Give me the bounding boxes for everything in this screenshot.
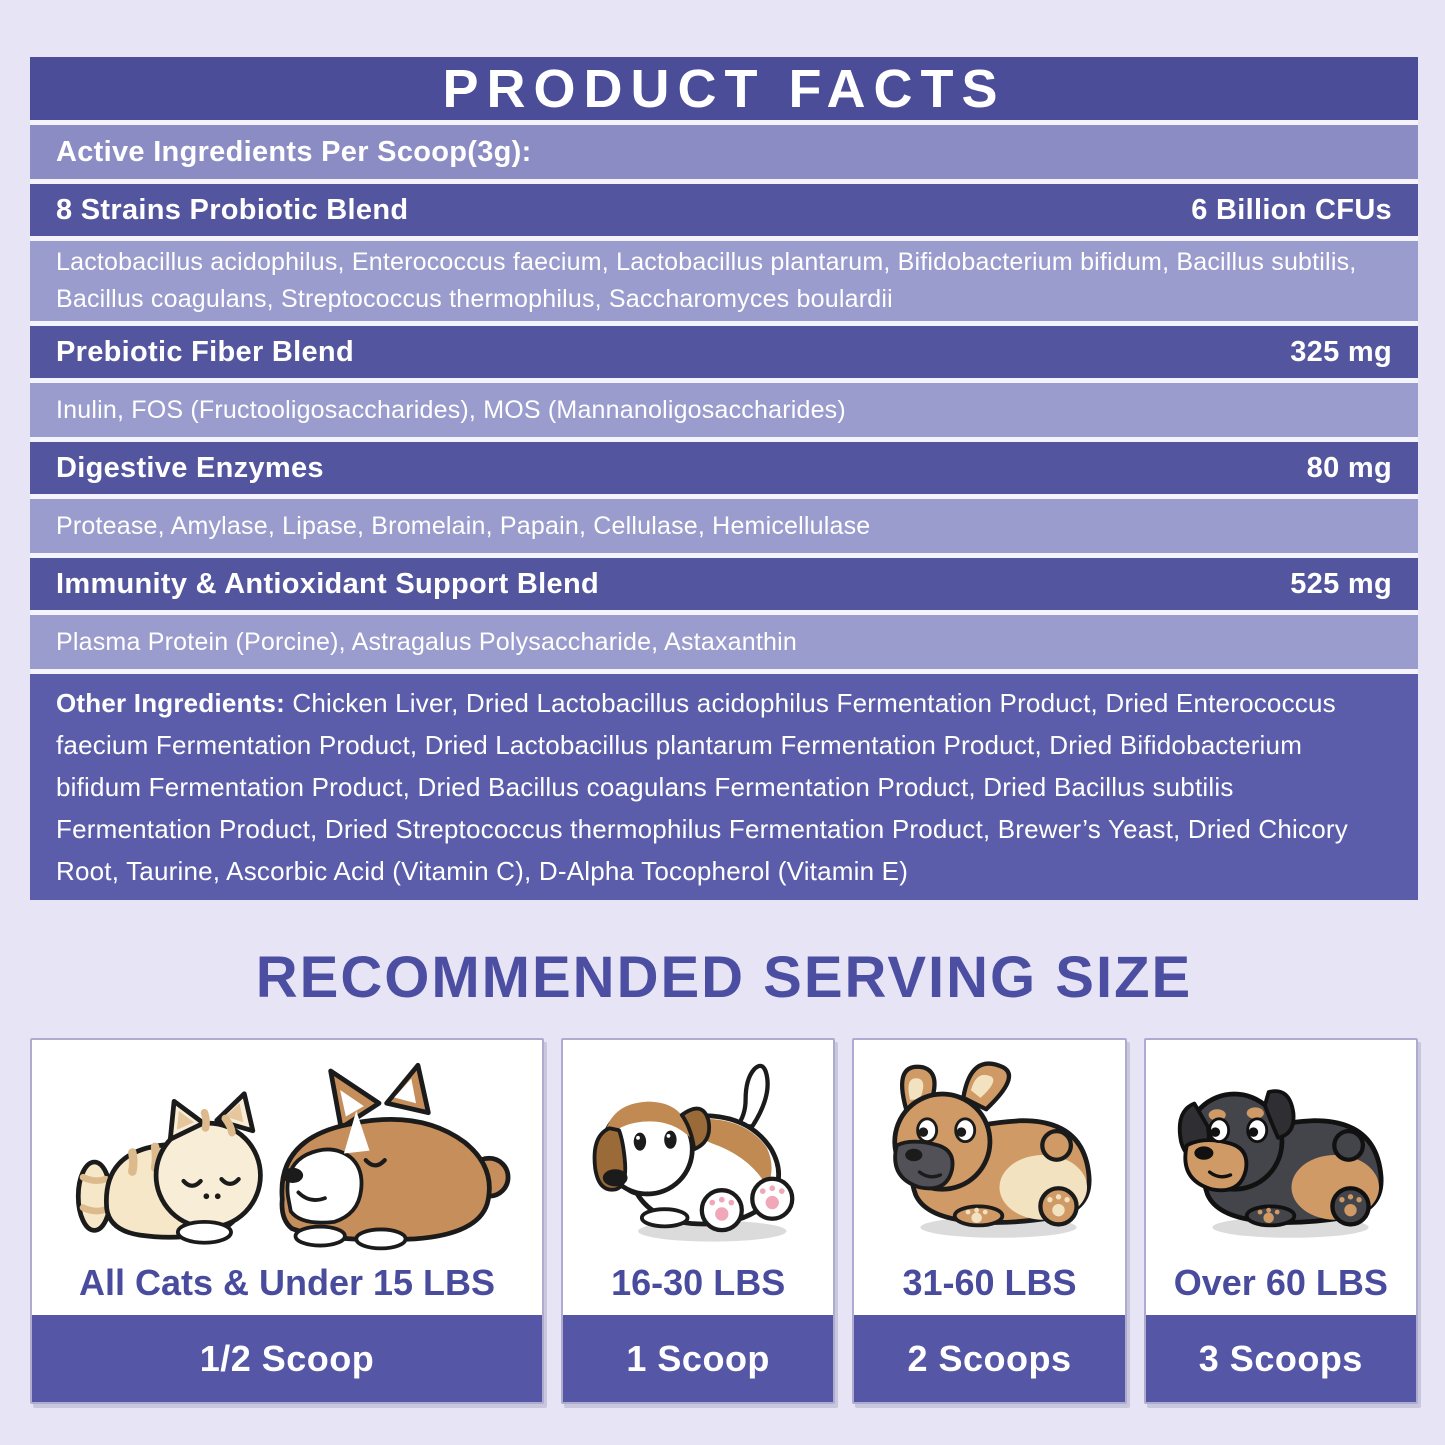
blend-detail-immunity: Plasma Protein (Porcine), Astragalus Pol… bbox=[30, 615, 1418, 669]
product-facts-panel: PRODUCT FACTS Active Ingredients Per Sco… bbox=[30, 57, 1418, 900]
serving-card-under-15: All Cats & Under 15 LBS 1/2 Scoop bbox=[30, 1038, 544, 1404]
blend-detail-text: Inulin, FOS (Fructooligosaccharides), MO… bbox=[56, 395, 846, 424]
weight-range-label: All Cats & Under 15 LBS bbox=[78, 1262, 496, 1303]
card-art bbox=[854, 1040, 1124, 1257]
row-divider bbox=[30, 236, 1418, 241]
french-bulldog-illustration bbox=[892, 1060, 1092, 1238]
serving-size-title: RECOMMENDED SERVING SIZE bbox=[255, 944, 1193, 1010]
weight-range-label: 31-60 LBS bbox=[902, 1262, 1077, 1303]
blend-detail-text: Protease, Amylase, Lipase, Bromelain, Pa… bbox=[56, 511, 871, 540]
serving-card-over-60: Over 60 LBS 3 Scoops bbox=[1143, 1038, 1418, 1404]
blend-detail-enzymes: Protease, Amylase, Lipase, Bromelain, Pa… bbox=[30, 499, 1418, 553]
weight-range-label: Over 60 LBS bbox=[1173, 1262, 1388, 1303]
blend-amount: 6 Billion CFUs bbox=[1191, 193, 1392, 226]
row-divider bbox=[30, 669, 1418, 674]
blend-row-probiotic: 8 Strains Probiotic Blend 6 Billion CFUs bbox=[30, 184, 1418, 236]
scoop-amount-bar: 3 Scoops bbox=[1145, 1315, 1416, 1402]
row-divider bbox=[30, 378, 1418, 383]
blend-amount: 525 mg bbox=[1290, 567, 1392, 600]
card-art bbox=[563, 1040, 833, 1257]
row-divider bbox=[30, 553, 1418, 558]
other-ingredients-text: Chicken Liver, Dried Lactobacillus acido… bbox=[56, 688, 1348, 886]
row-divider bbox=[30, 321, 1418, 326]
card-art bbox=[32, 1040, 542, 1257]
blend-detail-probiotic: Lactobacillus acidophilus, Enterococcus … bbox=[30, 241, 1418, 321]
blend-name: Prebiotic Fiber Blend bbox=[56, 335, 354, 368]
sleeping-corgi bbox=[279, 1062, 511, 1250]
product-facts-title: PRODUCT FACTS bbox=[30, 57, 1418, 120]
sleeping-cat bbox=[75, 1090, 263, 1245]
serving-card-16-30: 16-30 LBS 1 Scoop bbox=[561, 1038, 836, 1404]
blend-name: Immunity & Antioxidant Support Blend bbox=[56, 567, 599, 600]
label-sheet: PRODUCT FACTS Active Ingredients Per Sco… bbox=[30, 57, 1418, 1404]
row-divider bbox=[30, 494, 1418, 499]
scoop-amount-bar: 2 Scoops bbox=[854, 1315, 1125, 1402]
blend-row-prebiotic: Prebiotic Fiber Blend 325 mg bbox=[30, 326, 1418, 378]
blend-row-immunity: Immunity & Antioxidant Support Blend 525… bbox=[30, 558, 1418, 610]
blend-detail-prebiotic: Inulin, FOS (Fructooligosaccharides), MO… bbox=[30, 383, 1418, 437]
blend-detail-text: Plasma Protein (Porcine), Astragalus Pol… bbox=[56, 627, 797, 656]
blend-detail-text: Lactobacillus acidophilus, Enterococcus … bbox=[56, 248, 1357, 313]
rottweiler-illustration bbox=[1177, 1088, 1384, 1238]
scoop-amount-bar: 1 Scoop bbox=[563, 1315, 834, 1402]
active-ingredients-label: Active Ingredients Per Scoop(3g): bbox=[30, 125, 1418, 179]
sleeping-cat-and-corgi-illustration bbox=[75, 1062, 511, 1250]
weight-range-label: 16-30 LBS bbox=[611, 1262, 786, 1303]
row-divider bbox=[30, 120, 1418, 125]
other-ingredients-label: Other Ingredients: bbox=[56, 688, 285, 718]
blend-name: Digestive Enzymes bbox=[56, 451, 324, 484]
serving-card-31-60: 31-60 LBS 2 Scoops bbox=[852, 1038, 1127, 1404]
other-ingredients-block: Other Ingredients: Chicken Liver, Dried … bbox=[30, 674, 1418, 900]
serving-cards: All Cats & Under 15 LBS 1/2 Scoop bbox=[30, 1038, 1418, 1404]
blend-amount: 80 mg bbox=[1306, 451, 1392, 484]
scoop-amount-bar: 1/2 Scoop bbox=[32, 1315, 542, 1402]
card-art bbox=[1146, 1040, 1416, 1257]
row-divider bbox=[30, 179, 1418, 184]
beagle-illustration bbox=[592, 1063, 795, 1242]
blend-amount: 325 mg bbox=[1290, 335, 1392, 368]
row-divider bbox=[30, 437, 1418, 442]
blend-name: 8 Strains Probiotic Blend bbox=[56, 193, 409, 226]
row-divider bbox=[30, 610, 1418, 615]
blend-row-enzymes: Digestive Enzymes 80 mg bbox=[30, 442, 1418, 494]
